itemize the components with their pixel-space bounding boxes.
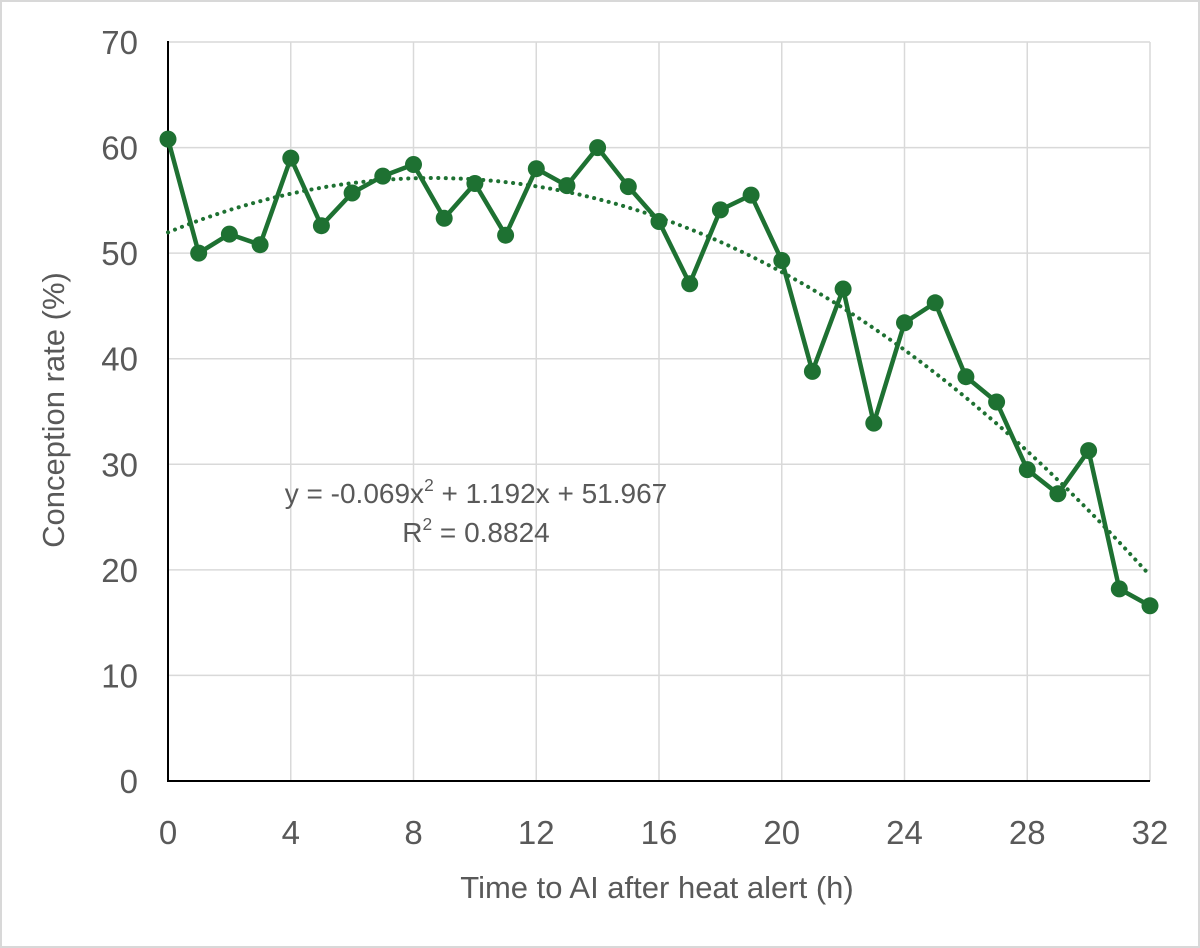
y-tick-label: 0 [120,763,138,800]
r-squared-symbol: R [402,517,423,548]
data-point-marker [558,177,576,195]
trendline-equation: y = -0.069x2 + 1.192x + 51.967 [285,474,668,513]
data-point-marker [220,225,238,243]
equation-text: y = -0.069x [284,478,425,509]
x-tick-label: 16 [641,814,678,851]
x-tick-label: 0 [159,814,177,851]
y-tick-label: 20 [101,552,138,589]
y-tick-label: 10 [101,657,138,694]
x-tick-label: 20 [763,814,800,851]
data-point-marker [773,252,791,269]
data-point-marker [619,178,637,196]
data-point-marker [865,414,883,432]
y-tick-label: 70 [101,24,138,61]
data-point-marker [1110,580,1128,598]
x-tick-label: 28 [1009,814,1046,851]
equation-exponent: 2 [424,474,434,495]
y-axis-title: Conception rate (%) [36,272,71,548]
data-point-marker [527,160,545,178]
data-point-marker [926,294,944,312]
r-squared-label: R2 = 0.8824 [285,513,668,552]
data-point-marker [159,130,177,148]
r-squared-exponent: 2 [422,513,433,534]
x-tick-label: 4 [282,814,300,851]
data-point-marker [650,213,668,230]
y-tick-label: 40 [101,341,138,378]
r-squared-value: = 0.8824 [432,517,550,548]
data-point-marker [896,314,913,332]
x-tick-label: 32 [1132,814,1169,851]
data-point-marker [589,139,607,157]
data-point-marker [343,184,361,202]
data-point-marker [1018,461,1036,479]
x-tick-label: 24 [886,814,923,851]
data-point-marker [435,209,453,227]
data-point-marker [803,362,821,380]
data-point-marker [834,280,852,298]
y-tick-label: 50 [101,235,138,272]
data-point-marker [282,149,300,167]
data-point-marker [988,393,1006,411]
data-point-marker [1141,597,1159,615]
data-point-marker [1080,442,1098,460]
equation-text-cont: + 1.192x + 51.967 [433,478,668,509]
data-point-marker [681,275,699,293]
x-tick-label: 8 [404,814,422,851]
data-point-marker [374,167,392,185]
y-tick-label: 30 [101,446,138,483]
data-point-marker [190,244,208,262]
data-point-marker [405,156,422,173]
data-point-marker [742,186,760,204]
x-axis-title: Time to AI after heat alert (h) [460,870,854,905]
data-point-marker [957,368,975,386]
x-tick-label: 12 [518,814,555,851]
trendline-annotation: y = -0.069x2 + 1.192x + 51.967 R2 = 0.88… [285,474,668,552]
y-tick-label: 60 [101,130,138,167]
data-point-marker [497,226,515,244]
data-point-marker [312,217,330,235]
data-point-marker [1049,485,1067,503]
data-point-marker [711,201,729,219]
data-point-marker [251,236,269,254]
data-point-marker [466,175,484,192]
